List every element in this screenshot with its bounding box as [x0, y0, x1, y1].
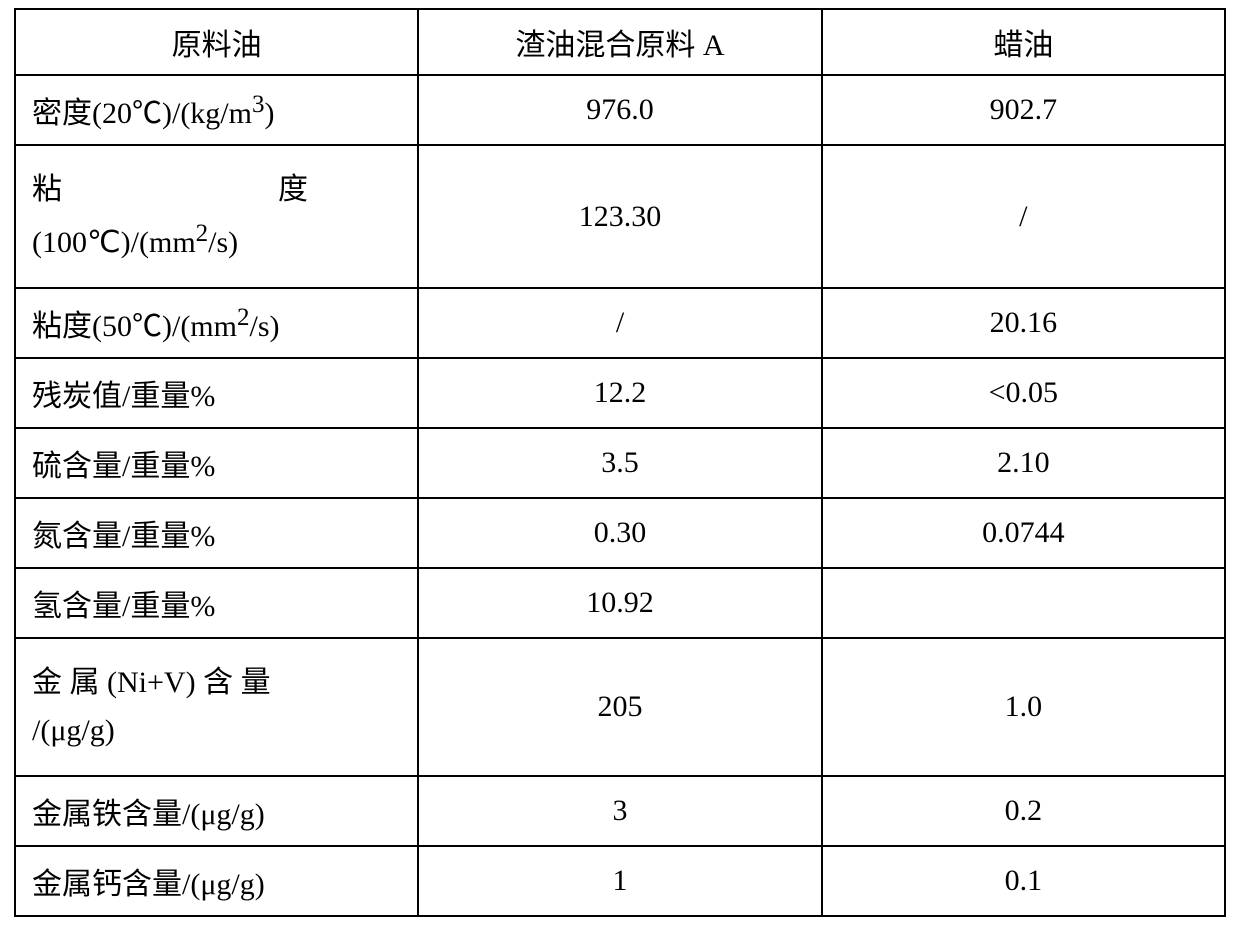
row-value-2: 0.2: [822, 776, 1225, 846]
row-label: 残炭值/重量%: [15, 358, 418, 428]
table-row: 金 属 (Ni+V) 含 量/(μg/g)2051.0: [15, 638, 1225, 776]
row-value-1: 976.0: [418, 75, 821, 145]
table-row: 残炭值/重量%12.2<0.05: [15, 358, 1225, 428]
row-value-1: 12.2: [418, 358, 821, 428]
row-value-2: <0.05: [822, 358, 1225, 428]
table-row: 密度(20℃)/(kg/m3)976.0902.7: [15, 75, 1225, 145]
row-label: 氮含量/重量%: [15, 498, 418, 568]
table-row: 氢含量/重量%10.92: [15, 568, 1225, 638]
table-row: 金属铁含量/(μg/g)30.2: [15, 776, 1225, 846]
row-label: 金属铁含量/(μg/g): [15, 776, 418, 846]
table-header-row: 原料油 渣油混合原料 A 蜡油: [15, 9, 1225, 75]
header-col-2: 蜡油: [822, 9, 1225, 75]
row-label: 金属钙含量/(μg/g): [15, 846, 418, 916]
row-value-2: 902.7: [822, 75, 1225, 145]
row-value-2: 0.0744: [822, 498, 1225, 568]
row-label: 硫含量/重量%: [15, 428, 418, 498]
table-row: 氮含量/重量%0.300.0744: [15, 498, 1225, 568]
row-value-1: 123.30: [418, 145, 821, 288]
row-value-2: [822, 568, 1225, 638]
row-value-2: /: [822, 145, 1225, 288]
row-value-1: 205: [418, 638, 821, 776]
table-row: 金属钙含量/(μg/g)10.1: [15, 846, 1225, 916]
row-label: 粘度(50℃)/(mm2/s): [15, 288, 418, 358]
row-value-1: 0.30: [418, 498, 821, 568]
header-col-0: 原料油: [15, 9, 418, 75]
row-value-1: /: [418, 288, 821, 358]
row-label: 粘度(100℃)/(mm2/s): [15, 145, 418, 288]
row-label: 金 属 (Ni+V) 含 量/(μg/g): [15, 638, 418, 776]
row-value-1: 3: [418, 776, 821, 846]
oil-properties-table: 原料油 渣油混合原料 A 蜡油 密度(20℃)/(kg/m3)976.0902.…: [14, 8, 1226, 917]
row-value-2: 0.1: [822, 846, 1225, 916]
row-value-2: 20.16: [822, 288, 1225, 358]
row-label: 密度(20℃)/(kg/m3): [15, 75, 418, 145]
row-value-1: 10.92: [418, 568, 821, 638]
row-value-1: 1: [418, 846, 821, 916]
header-col-1: 渣油混合原料 A: [418, 9, 821, 75]
row-label: 氢含量/重量%: [15, 568, 418, 638]
table-row: 粘度(50℃)/(mm2/s)/20.16: [15, 288, 1225, 358]
table-row: 粘度(100℃)/(mm2/s)123.30/: [15, 145, 1225, 288]
table-body: 密度(20℃)/(kg/m3)976.0902.7粘度(100℃)/(mm2/s…: [15, 75, 1225, 916]
table-row: 硫含量/重量%3.52.10: [15, 428, 1225, 498]
row-value-1: 3.5: [418, 428, 821, 498]
row-value-2: 1.0: [822, 638, 1225, 776]
row-value-2: 2.10: [822, 428, 1225, 498]
